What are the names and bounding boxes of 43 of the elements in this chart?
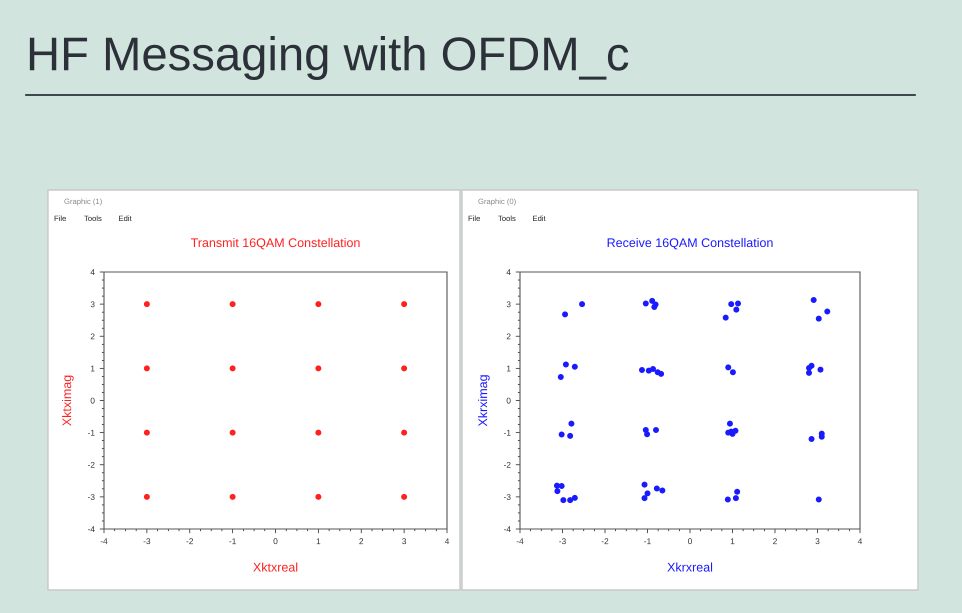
y-tick-label: 0 bbox=[506, 398, 511, 404]
x-tick-label: 3 bbox=[816, 538, 820, 544]
x-tick-label: -3 bbox=[144, 538, 150, 544]
x-tick-label: 1 bbox=[316, 538, 320, 544]
x-tick-label: 4 bbox=[858, 538, 862, 544]
x-tick-label: -3 bbox=[559, 538, 566, 544]
x-axis-title: Xktxreal bbox=[253, 562, 298, 572]
y-tick-label: -4 bbox=[88, 526, 95, 532]
y-tick-label: -2 bbox=[504, 462, 511, 468]
x-axis-title: Xkrxreal bbox=[667, 562, 712, 572]
x-tick-label: -2 bbox=[186, 538, 194, 544]
x-tick-label: -1 bbox=[229, 538, 236, 544]
y-tick-label: -1 bbox=[504, 430, 511, 436]
chart-title: Receive 16QAM Constellation bbox=[608, 238, 773, 250]
y-tick-label: 0 bbox=[90, 398, 95, 404]
y-tick-label: -2 bbox=[88, 462, 95, 468]
y-tick-label: -1 bbox=[88, 430, 95, 436]
x-tick-label: 3 bbox=[402, 538, 406, 544]
x-tick-label: -1 bbox=[644, 538, 651, 544]
y-tick-label: -4 bbox=[504, 526, 511, 532]
y-axis-title: Xktximag bbox=[62, 376, 74, 426]
text: HF Messaging with OFDM_c bbox=[30, 36, 628, 80]
x-tick-label: 0 bbox=[688, 538, 692, 544]
y-tick-label: 3 bbox=[506, 301, 511, 308]
x-tick-label: 1 bbox=[730, 538, 734, 544]
y-axis-title: Xkrximag bbox=[478, 375, 490, 426]
x-tick-label: 2 bbox=[773, 538, 777, 544]
y-tick-label: 1 bbox=[506, 366, 511, 372]
y-tick-label: 2 bbox=[506, 333, 511, 340]
chart-title: Transmit 16QAM Constellation bbox=[190, 238, 360, 250]
x-tick-label: -4 bbox=[100, 538, 108, 544]
y-tick-label: 3 bbox=[90, 301, 95, 308]
y-tick-label: 1 bbox=[90, 366, 95, 372]
y-tick-label: -3 bbox=[504, 494, 511, 500]
x-tick-label: -2 bbox=[602, 538, 608, 544]
y-tick-label: -3 bbox=[88, 494, 95, 500]
y-tick-label: 2 bbox=[90, 333, 95, 340]
x-tick-label: -4 bbox=[516, 538, 524, 544]
y-tick-label: 4 bbox=[90, 269, 95, 276]
y-tick-label: 4 bbox=[506, 269, 511, 276]
x-tick-label: 2 bbox=[359, 538, 364, 544]
x-tick-label: 0 bbox=[274, 538, 278, 544]
x-tick-label: 4 bbox=[444, 538, 450, 544]
